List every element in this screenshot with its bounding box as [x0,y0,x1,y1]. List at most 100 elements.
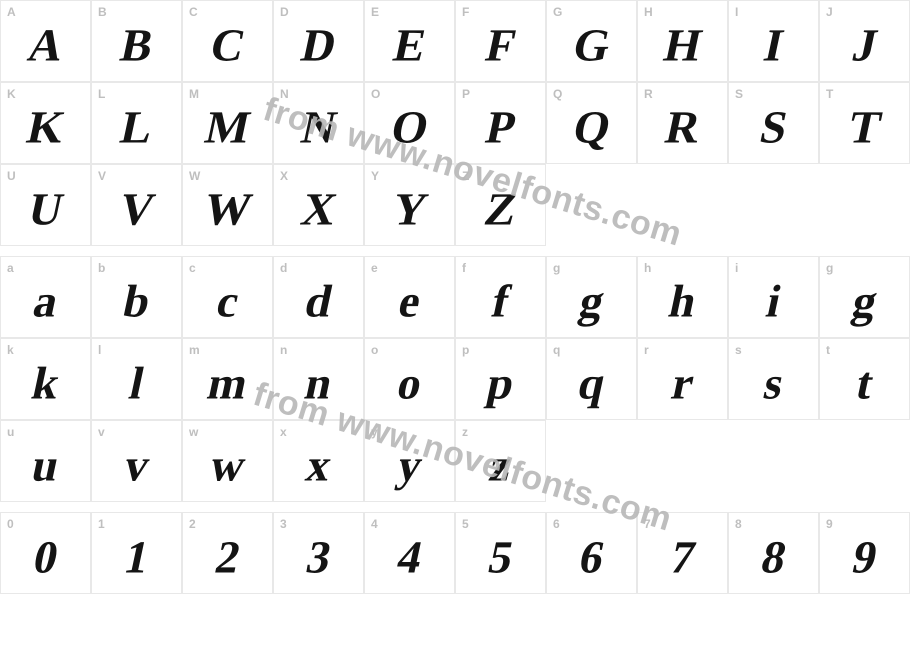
glyph: k [27,357,64,410]
glyph-cell: XX [273,164,364,246]
glyph: 1 [119,531,153,584]
key-label: p [462,343,469,357]
key-label: v [98,425,105,439]
glyph: I [759,19,788,72]
glyph-cell: FF [455,0,546,82]
glyph-cell: 44 [364,512,455,594]
glyph: E [389,19,431,72]
key-label: Q [553,87,562,101]
glyph: V [114,183,158,236]
glyph-cell: RR [637,82,728,164]
glyph: R [660,101,704,154]
key-label: Y [371,169,379,183]
glyph-cell: uu [0,420,91,502]
glyph: 9 [847,531,881,584]
glyph: J [847,19,881,72]
glyph: P [481,101,520,154]
key-label: W [189,169,200,183]
glyph: g [574,275,608,328]
glyph-cell: qq [546,338,637,420]
glyph: 3 [301,531,335,584]
glyph-cell: tt [819,338,910,420]
glyph-row: kkllmmnnooppqqrrsstt [0,338,911,420]
glyph-cell: WW [182,164,273,246]
key-label: 3 [280,517,287,531]
key-label: T [826,87,833,101]
key-label: r [644,343,649,357]
key-label: 2 [189,517,196,531]
key-label: h [644,261,651,275]
glyph-cell: DD [273,0,364,82]
key-label: 8 [735,517,742,531]
glyph: 8 [756,531,790,584]
glyph: i [761,275,785,328]
key-label: q [553,343,560,357]
glyph-cell: ff [455,256,546,338]
glyph: h [664,275,701,328]
key-label: S [735,87,743,101]
glyph-cell: QQ [546,82,637,164]
glyph: m [203,357,253,410]
key-label: n [280,343,287,357]
glyph-cell: 00 [0,512,91,594]
glyph: 6 [574,531,608,584]
glyph: b [118,275,155,328]
key-label: 4 [371,517,378,531]
glyph: D [296,19,340,72]
key-label: f [462,261,466,275]
glyph-cell: ww [182,420,273,502]
key-label: L [98,87,105,101]
glyph: e [394,275,426,328]
key-label: D [280,5,289,19]
spacer-row [0,246,911,256]
empty-cell [728,164,819,246]
glyph: t [851,357,878,410]
key-label: l [98,343,101,357]
key-label: K [7,87,16,101]
key-label: d [280,261,287,275]
glyph-cell: VV [91,164,182,246]
key-label: a [7,261,14,275]
glyph-cell: 99 [819,512,910,594]
key-label: P [462,87,470,101]
glyph-cell: kk [0,338,91,420]
glyph: 4 [392,531,426,584]
glyph: U [23,183,67,236]
glyph: d [300,275,337,328]
glyph-row: aabbccddeeffgghhiigg [0,256,911,338]
key-label: u [7,425,14,439]
glyph-cell: II [728,0,819,82]
key-label: b [98,261,105,275]
key-label: 5 [462,517,469,531]
glyph: s [759,357,788,410]
glyph-cell: SS [728,82,819,164]
glyph: p [482,357,519,410]
glyph: r [667,357,699,410]
glyph: C [205,19,249,72]
glyph: 0 [28,531,62,584]
glyph: 5 [483,531,517,584]
key-label: m [189,343,200,357]
key-label: 0 [7,517,14,531]
key-label: I [735,5,738,19]
glyph-cell: BB [91,0,182,82]
key-label: c [189,261,196,275]
glyph-cell: ii [728,256,819,338]
glyph-cell: CC [182,0,273,82]
glyph: W [199,183,256,236]
glyph: o [392,357,426,410]
key-label: G [553,5,562,19]
key-label: g [826,261,833,275]
key-label: t [826,343,830,357]
glyph: B [116,19,158,72]
glyph-cell: EE [364,0,455,82]
key-label: i [735,261,738,275]
glyph-cell: HH [637,0,728,82]
key-label: O [371,87,380,101]
glyph: S [755,101,792,154]
glyph: T [844,101,886,154]
glyph: H [659,19,706,72]
glyph: M [200,101,255,154]
glyph-cell: ee [364,256,455,338]
font-character-map: AABBCCDDEEFFGGHHIIJJKKLLMMNNOOPPQQRRSSTT… [0,0,911,594]
